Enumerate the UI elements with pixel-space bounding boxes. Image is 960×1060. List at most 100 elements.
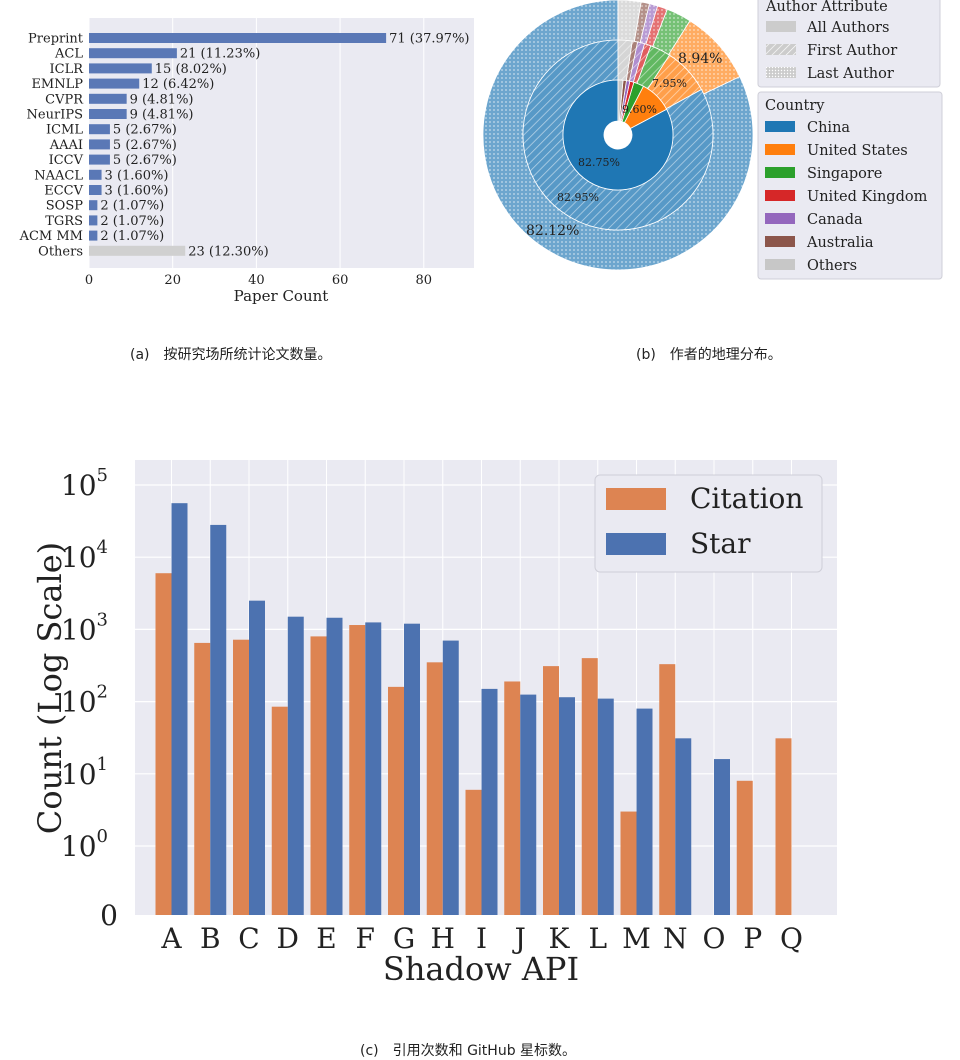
ring-last-author-slice-china xyxy=(562,79,674,191)
y-tick-label: TGRS xyxy=(45,214,83,229)
x-tick-label: E xyxy=(316,922,336,955)
bar-iclr xyxy=(89,63,152,74)
x-tick-label: 20 xyxy=(164,273,181,288)
ring-all-authors-hatch xyxy=(483,0,753,270)
y-tick-label: Preprint xyxy=(28,32,84,47)
author-country-donut-chart: 82.12% 8.94% 82.95% 7.95% 82.75% 9.60% Author… xyxy=(482,0,943,280)
legend-swatch-australia xyxy=(765,236,795,247)
y-tick-label: 0 xyxy=(100,899,118,932)
ring-first-author-hatch xyxy=(629,42,645,83)
bar-star-i xyxy=(481,688,498,915)
legend-swatch-citation xyxy=(606,488,666,510)
y-tick-label: SOSP xyxy=(46,199,83,214)
bar-star-a xyxy=(171,503,188,915)
x-tick-label: K xyxy=(549,922,571,955)
bar-star-c xyxy=(249,600,265,915)
legend-item-last-author: Last Author xyxy=(807,66,894,82)
ring-all-authors-hatch xyxy=(618,0,642,42)
bar-neurips xyxy=(89,109,127,119)
country-legend: Country China United States Singapore Unite… xyxy=(757,91,943,280)
legend-title-country: Country xyxy=(765,98,825,114)
legend-item-china: China xyxy=(807,120,850,136)
legend-item-star: Star xyxy=(690,527,751,560)
bar-star-k xyxy=(559,697,575,915)
legend-item-canada: Canada xyxy=(807,212,863,228)
bar-star-g xyxy=(404,623,420,915)
author-attribute-legend: Author Attribute All Authors First Autho… xyxy=(757,0,941,88)
bar-data-label: 2 (1.07%) xyxy=(100,199,164,214)
bar-cvpr xyxy=(89,93,127,104)
bar-data-label: 5 (2.67%) xyxy=(113,138,177,153)
bar-data-label: 3 (1.60%) xyxy=(105,184,169,199)
bar-data-label: 9 (4.81%) xyxy=(130,108,194,123)
bar-citation-p xyxy=(736,780,753,915)
bar-citation-d xyxy=(271,706,288,915)
bar-emnlp xyxy=(89,78,140,89)
caption-a: (a) 按研究场所统计论文数量。 xyxy=(130,347,332,363)
y-tick-label: CVPR xyxy=(45,92,84,107)
ring-first-author-hatch xyxy=(636,45,670,89)
y-tick-label: EMNLP xyxy=(31,77,83,92)
bar-acm-mm xyxy=(89,230,98,241)
x-axis-label: Shadow API xyxy=(383,950,579,988)
bar-citation-l xyxy=(581,658,598,915)
bar-data-label: 2 (1.07%) xyxy=(100,214,164,229)
x-tick-label: 40 xyxy=(248,273,265,288)
x-tick-label: C xyxy=(238,922,259,955)
legend-item-singapore: Singapore xyxy=(807,166,882,182)
bar-data-label: 71 (37.97%) xyxy=(389,32,469,47)
legend-swatch-china xyxy=(765,121,795,132)
bar-citation-f xyxy=(349,625,366,915)
y-tick-label: 104 xyxy=(61,537,108,574)
bar-star-n xyxy=(675,738,692,915)
bar-citation-k xyxy=(543,666,559,915)
bar-data-label: 23 (12.30%) xyxy=(188,244,268,259)
bar-star-l xyxy=(597,698,614,915)
ring-all-authors-hatch xyxy=(640,3,658,45)
bar-preprint xyxy=(89,33,387,43)
x-tick-label: Q xyxy=(780,922,803,955)
ring-all-authors-hatch xyxy=(668,20,740,94)
bar-icml xyxy=(89,124,110,135)
bar-citation-b xyxy=(194,642,211,915)
bar-naacl xyxy=(89,169,102,180)
plot-background xyxy=(89,18,474,268)
x-tick-label: P xyxy=(743,922,762,955)
y-tick-label: 101 xyxy=(61,754,108,791)
ring-all-authors-hatch xyxy=(652,9,690,55)
legend-item-first-author: First Author xyxy=(807,43,897,59)
bar-sosp xyxy=(89,200,98,211)
bar-data-label: 2 (1.07%) xyxy=(100,229,164,244)
bar-citation-q xyxy=(775,738,792,915)
x-tick-label: H xyxy=(431,922,455,955)
legend-title-author: Author Attribute xyxy=(765,0,888,15)
x-tick-label: 0 xyxy=(85,273,93,288)
y-tick-label: ECCV xyxy=(44,184,83,199)
y-tick-label: ACL xyxy=(54,47,83,62)
bar-citation-i xyxy=(465,789,482,915)
x-tick-label: G xyxy=(393,922,415,955)
ring-all-authors-hatch xyxy=(645,5,668,47)
bar-others xyxy=(89,245,186,256)
bar-acl xyxy=(89,48,177,59)
legend-item-citation: Citation xyxy=(690,482,803,515)
legend-item-australia: Australia xyxy=(806,235,874,251)
ring-all-authors-hatch xyxy=(634,1,650,43)
x-tick-label: D xyxy=(277,922,299,955)
bar-data-label: 5 (2.67%) xyxy=(113,123,177,138)
ring-first-author-hatch xyxy=(633,43,651,84)
y-tick-label: ICML xyxy=(46,123,83,138)
y-tick-label: NeurIPS xyxy=(27,108,83,123)
legend-swatch-united-states xyxy=(765,144,795,155)
x-tick-label: I xyxy=(476,922,487,955)
x-tick-label: 80 xyxy=(416,273,433,288)
bar-star-f xyxy=(365,622,382,915)
y-tick-label: AAAI xyxy=(49,138,83,153)
x-tick-label: O xyxy=(703,922,726,955)
shadow-api-legend: Citation Star xyxy=(594,474,823,573)
bar-iccv xyxy=(89,154,110,165)
x-tick-label: A xyxy=(160,922,182,955)
bar-data-label: 3 (1.60%) xyxy=(105,168,169,183)
legend-item-united-kingdom: United Kingdom xyxy=(807,189,928,205)
